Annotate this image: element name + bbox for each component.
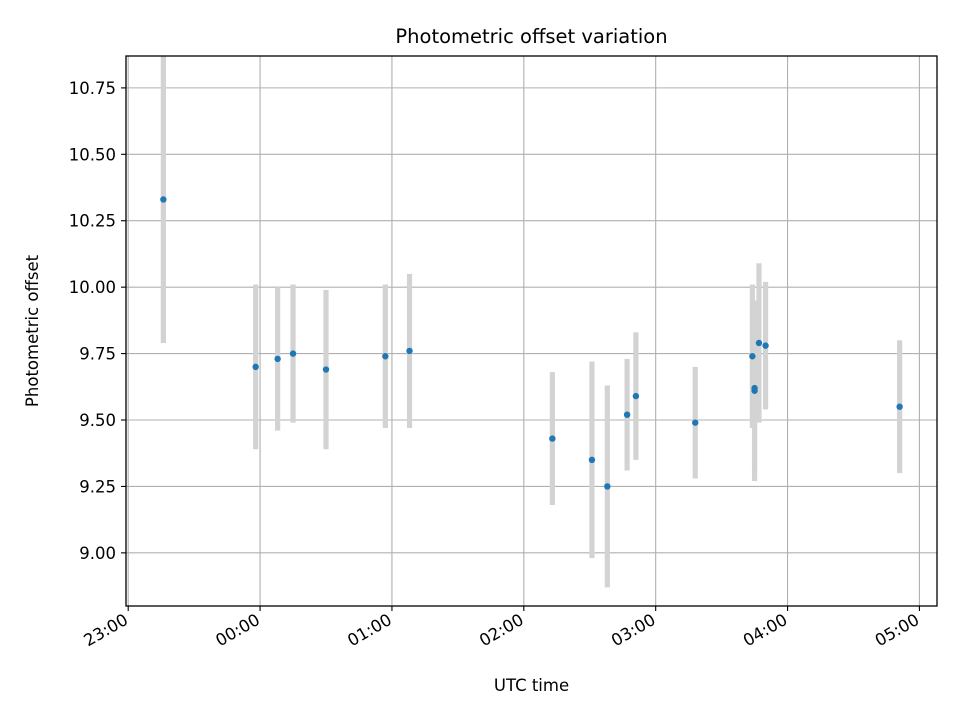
data-point bbox=[749, 353, 756, 360]
y-axis-ticks: 9.00 9.25 9.50 9.75 10.00 10.25 10.50 10.75 bbox=[69, 79, 126, 563]
x-axis-label: UTC time bbox=[494, 676, 569, 695]
gridlines bbox=[126, 56, 937, 606]
data-points bbox=[160, 196, 903, 490]
y-tick-label: 10.00 bbox=[69, 278, 116, 297]
y-tick-label: 10.25 bbox=[69, 212, 116, 231]
data-point bbox=[755, 339, 763, 347]
data-point bbox=[289, 350, 297, 357]
y-tick-label: 9.75 bbox=[79, 345, 116, 364]
y-tick-label: 10.50 bbox=[69, 145, 116, 164]
data-point bbox=[274, 355, 281, 363]
y-tick-label: 10.75 bbox=[69, 79, 116, 98]
plot-frame bbox=[125, 55, 938, 607]
y-tick-label: 9.25 bbox=[79, 477, 116, 496]
chart-title: Photometric offset variation bbox=[395, 25, 667, 48]
y-axis-label: Photometric offset bbox=[23, 254, 42, 407]
plot-area-background bbox=[126, 56, 937, 606]
data-point bbox=[588, 456, 596, 464]
data-point bbox=[751, 384, 758, 392]
data-point bbox=[549, 435, 556, 442]
y-tick-label: 9.50 bbox=[79, 411, 116, 430]
y-tick-label: 9.00 bbox=[79, 544, 116, 563]
data-point bbox=[252, 363, 259, 371]
data-point bbox=[896, 403, 903, 410]
data-point bbox=[322, 366, 330, 373]
data-point bbox=[692, 419, 699, 426]
data-point bbox=[632, 392, 640, 400]
data-point bbox=[762, 342, 769, 349]
data-point bbox=[623, 411, 631, 418]
data-point bbox=[382, 353, 389, 360]
data-point bbox=[406, 347, 413, 355]
data-point bbox=[604, 483, 611, 490]
data-point bbox=[160, 196, 167, 203]
